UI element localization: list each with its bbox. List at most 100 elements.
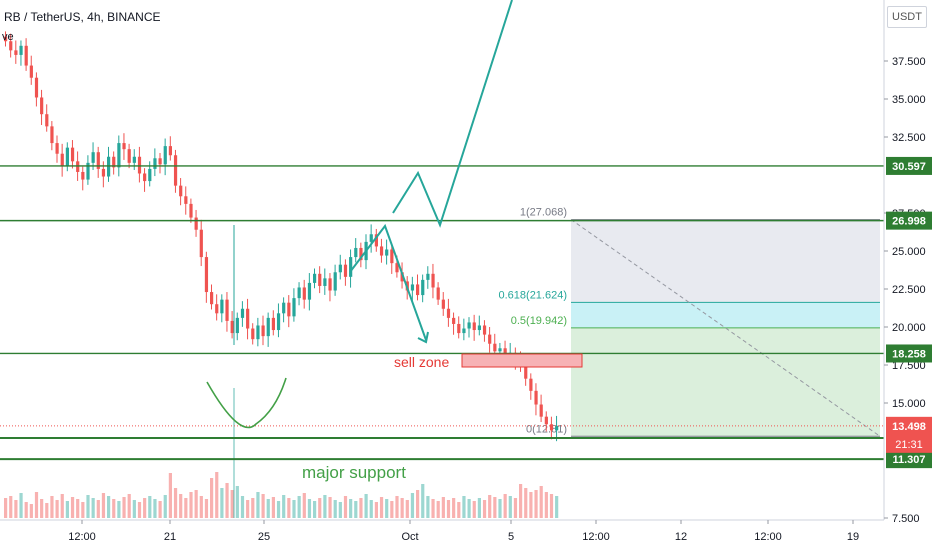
time-tick-label: 21	[164, 531, 176, 543]
volume-bar	[467, 499, 471, 518]
candle-body	[441, 299, 445, 309]
candle-body	[323, 278, 327, 286]
candle-body	[395, 263, 399, 273]
volume-bar	[524, 488, 528, 518]
currency-badge[interactable]: USDT	[887, 6, 927, 28]
candle-body	[261, 325, 265, 337]
volume-bar	[230, 490, 234, 518]
candle-body	[127, 149, 131, 163]
candle-body	[246, 308, 250, 329]
candle-body	[184, 196, 188, 204]
volume-bar	[96, 500, 100, 518]
candle-body	[467, 322, 471, 329]
volume-bar	[24, 502, 28, 518]
volume-bar	[14, 500, 18, 518]
candle-body	[431, 273, 435, 288]
volume-bar	[323, 495, 327, 518]
volume-bar	[107, 496, 111, 518]
volume-bar	[220, 488, 224, 518]
candle-body	[55, 143, 59, 154]
volume-bar	[292, 500, 296, 518]
volume-bar	[101, 493, 106, 518]
volume-bar	[65, 501, 69, 518]
volume-bar	[364, 494, 368, 518]
volume-bar	[452, 498, 456, 518]
candle-body	[132, 156, 136, 163]
price-tick-label: 25.000	[892, 246, 926, 258]
candle-body	[215, 304, 219, 314]
volume-bar	[210, 478, 214, 518]
candle-body	[354, 247, 358, 258]
volume-bar	[76, 499, 80, 518]
volume-bar	[240, 496, 245, 518]
candle-body	[24, 45, 28, 66]
volume-bar	[287, 498, 291, 518]
candle-body	[220, 299, 224, 314]
volume-bar	[225, 483, 229, 518]
candle-body	[549, 424, 554, 431]
candle-body	[251, 328, 255, 340]
candle-body	[179, 185, 183, 197]
volume-bar	[436, 501, 440, 518]
candle-body	[338, 264, 342, 273]
volume-bar	[148, 496, 152, 518]
volume-bar	[50, 496, 54, 518]
volume-bar	[482, 500, 487, 518]
volume-bar	[91, 498, 95, 518]
candle-body	[256, 325, 260, 340]
volume-bar	[163, 495, 167, 518]
candle-body	[488, 334, 492, 344]
volume-bar	[184, 498, 188, 518]
candle-body	[534, 390, 538, 405]
candle-body	[524, 366, 528, 379]
volume-bar	[529, 492, 533, 518]
bowl-curve	[206, 377, 287, 429]
volume-bar	[86, 495, 90, 518]
sell-zone-box	[461, 353, 583, 368]
volume-bar	[333, 500, 337, 518]
price-tick-label: 17.500	[892, 360, 926, 372]
last-price-tag	[886, 416, 932, 453]
candle-body	[503, 348, 507, 356]
volume-bar	[256, 492, 260, 518]
volume-bar	[313, 501, 317, 518]
volume-bar	[132, 500, 136, 518]
candle-body	[555, 425, 559, 431]
volume-bar	[457, 502, 461, 518]
candle-body	[333, 272, 337, 291]
candle-body	[86, 162, 90, 180]
volume-bar	[179, 494, 183, 518]
candle-body	[457, 323, 461, 334]
volume-bar	[199, 496, 203, 518]
candle-body	[385, 249, 389, 256]
volume-bar	[359, 498, 363, 518]
volume-bars	[4, 388, 559, 518]
price-axis[interactable]: 37.50035.00032.50027.50025.00022.50020.0…	[884, 56, 926, 525]
volume-bar	[19, 493, 23, 518]
major-support-label: major support	[302, 463, 406, 482]
candle-body	[107, 156, 111, 177]
price-tick-label: 37.500	[892, 56, 926, 68]
volume-bar	[405, 500, 409, 518]
time-axis[interactable]: 12:00 21 25 Oct 5 12:00 12 12:00 19	[68, 520, 859, 543]
price-tick-label: 35.000	[892, 94, 926, 106]
price-tags: 30.59726.99818.25812.69811.30713.49821:3…	[2, 31, 932, 469]
time-tick-label: 12:00	[582, 531, 610, 543]
volume-bar	[204, 499, 209, 518]
volume-bar	[416, 490, 420, 518]
candle-body	[462, 328, 466, 334]
volume-bar	[431, 499, 435, 518]
volume-bar	[426, 496, 430, 518]
volume-bar	[215, 472, 219, 518]
candle-body	[359, 247, 363, 261]
candle-body	[472, 322, 476, 331]
volume-bar	[534, 490, 538, 518]
volume-bar	[112, 499, 116, 518]
volume-bar	[410, 493, 415, 518]
candle-body	[328, 278, 332, 291]
drawings: sell zone major support	[206, 0, 583, 482]
volume-bar	[307, 499, 312, 518]
fib-label: 0.618(21.624)	[499, 289, 568, 301]
fib-zone-top	[571, 219, 880, 303]
